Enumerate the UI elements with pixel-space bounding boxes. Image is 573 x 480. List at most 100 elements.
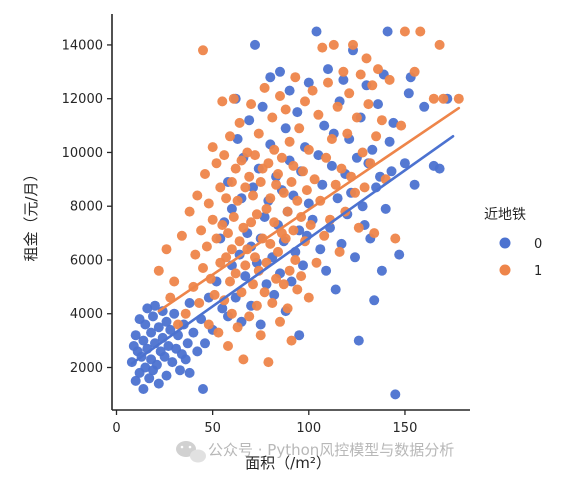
point-series-0-150 bbox=[394, 249, 405, 260]
point-series-0-42 bbox=[184, 367, 195, 378]
point-series-0-146 bbox=[384, 136, 395, 147]
point-series-0-30 bbox=[163, 341, 174, 351]
point-series-1-34 bbox=[223, 341, 233, 351]
point-series-1-28 bbox=[217, 96, 228, 107]
point-series-1-31 bbox=[219, 150, 230, 161]
point-series-0-108 bbox=[311, 26, 322, 37]
point-series-0-23 bbox=[153, 378, 164, 389]
x-axis-label: 面积（/m²） bbox=[245, 454, 331, 472]
point-series-0-114 bbox=[323, 64, 333, 75]
point-series-1-148 bbox=[363, 99, 374, 110]
point-series-1-60 bbox=[246, 99, 257, 110]
point-series-0-2 bbox=[130, 375, 141, 386]
point-series-1-89 bbox=[275, 91, 285, 101]
point-series-1-162 bbox=[428, 93, 439, 104]
y-tick-label-8000: 8000 bbox=[70, 200, 103, 215]
points-layer bbox=[126, 26, 464, 400]
point-series-1-47 bbox=[234, 236, 245, 247]
point-series-1-45 bbox=[232, 322, 243, 333]
point-series-1-52 bbox=[238, 354, 249, 365]
point-series-1-138 bbox=[344, 88, 355, 99]
point-series-1-141 bbox=[350, 187, 360, 198]
point-series-0-122 bbox=[338, 74, 349, 85]
point-series-1-25 bbox=[213, 327, 224, 338]
point-series-0-33 bbox=[169, 308, 180, 319]
point-series-1-69 bbox=[255, 177, 266, 187]
point-series-1-115 bbox=[301, 185, 312, 196]
point-series-1-129 bbox=[326, 134, 337, 144]
point-series-0-27 bbox=[159, 351, 170, 362]
point-series-1-144 bbox=[355, 69, 366, 80]
point-series-1-9 bbox=[190, 249, 201, 260]
point-series-1-153 bbox=[373, 64, 383, 75]
y-tick-label-14000: 14000 bbox=[62, 38, 103, 53]
point-series-0-12 bbox=[142, 303, 153, 314]
point-series-1-1 bbox=[161, 244, 172, 255]
point-series-1-18 bbox=[203, 198, 214, 209]
point-series-0-60 bbox=[232, 134, 243, 144]
point-series-0-110 bbox=[315, 244, 326, 255]
point-series-0-52 bbox=[217, 303, 228, 314]
x-tick-label-0: 0 bbox=[112, 421, 120, 436]
point-series-1-78 bbox=[263, 357, 274, 368]
point-series-1-11 bbox=[194, 298, 205, 308]
point-series-1-154 bbox=[376, 115, 387, 126]
y-axis-label: 租金（元/月） bbox=[22, 166, 40, 261]
point-series-1-104 bbox=[288, 160, 299, 171]
point-series-0-149 bbox=[390, 389, 401, 400]
point-series-1-74 bbox=[259, 287, 270, 298]
point-series-1-146 bbox=[359, 182, 370, 193]
point-series-0-100 bbox=[294, 330, 305, 341]
point-series-1-17 bbox=[203, 319, 214, 330]
point-series-1-79 bbox=[265, 238, 276, 249]
point-series-0-102 bbox=[298, 260, 308, 271]
legend-marker-1 bbox=[499, 264, 511, 276]
point-series-1-29 bbox=[217, 220, 228, 230]
point-series-1-112 bbox=[298, 166, 308, 177]
point-series-1-32 bbox=[221, 252, 232, 263]
point-series-1-36 bbox=[225, 131, 235, 142]
point-series-0-154 bbox=[409, 179, 420, 190]
point-series-1-106 bbox=[290, 255, 301, 265]
point-series-1-92 bbox=[276, 152, 287, 163]
point-series-1-38 bbox=[226, 177, 237, 187]
point-series-1-118 bbox=[305, 220, 316, 230]
point-series-0-43 bbox=[188, 327, 199, 338]
y-tick-label-2000: 2000 bbox=[70, 361, 103, 376]
point-series-0-77 bbox=[259, 212, 270, 222]
point-series-0-144 bbox=[380, 203, 391, 214]
point-series-0-11 bbox=[140, 362, 151, 373]
y-tick-label-6000: 6000 bbox=[70, 253, 103, 268]
point-series-0-40 bbox=[182, 338, 193, 349]
point-series-0-17 bbox=[148, 311, 158, 322]
point-series-1-49 bbox=[236, 287, 247, 298]
point-series-1-43 bbox=[230, 163, 241, 174]
point-series-0-90 bbox=[280, 123, 291, 134]
point-series-0-75 bbox=[255, 319, 266, 330]
point-series-1-126 bbox=[321, 152, 332, 163]
point-series-0-20 bbox=[150, 300, 160, 311]
point-series-1-46 bbox=[232, 195, 243, 206]
point-series-1-111 bbox=[296, 271, 307, 282]
point-series-1-57 bbox=[244, 311, 255, 322]
point-series-1-107 bbox=[292, 195, 303, 206]
point-series-0-65 bbox=[240, 271, 251, 282]
point-series-1-150 bbox=[367, 80, 378, 91]
point-series-1-157 bbox=[390, 233, 401, 244]
x-ticks: 0 50 100 150 bbox=[112, 410, 417, 436]
y-tick-label-4000: 4000 bbox=[70, 307, 103, 322]
point-series-0-32 bbox=[167, 357, 178, 368]
point-series-1-100 bbox=[284, 265, 295, 276]
point-series-0-71 bbox=[250, 39, 260, 50]
point-series-1-42 bbox=[228, 212, 239, 222]
point-series-1-13 bbox=[198, 45, 208, 56]
point-series-1-134 bbox=[336, 163, 347, 174]
point-series-1-124 bbox=[317, 42, 328, 53]
point-series-0-95 bbox=[286, 276, 297, 287]
point-series-0-151 bbox=[399, 158, 410, 169]
point-series-1-165 bbox=[453, 93, 464, 104]
point-series-0-36 bbox=[175, 365, 185, 376]
point-series-1-122 bbox=[313, 109, 324, 120]
point-series-0-9 bbox=[138, 384, 149, 394]
point-series-0-76 bbox=[257, 101, 268, 112]
